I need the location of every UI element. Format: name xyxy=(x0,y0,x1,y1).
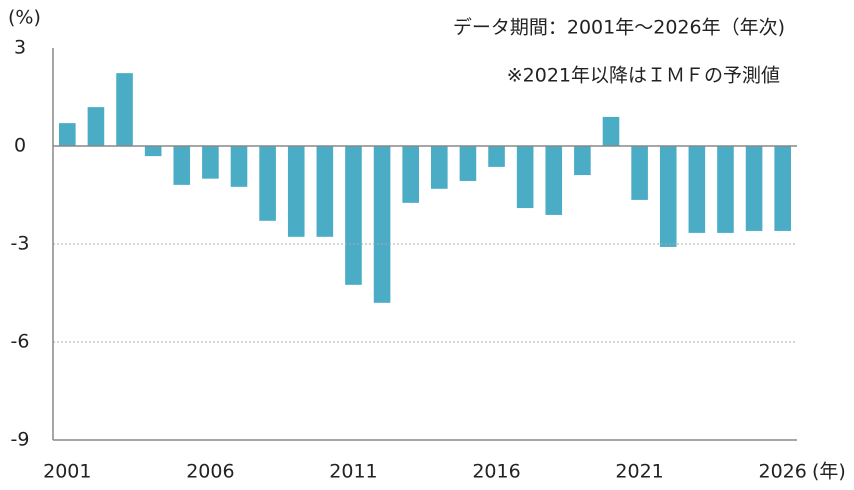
x-tick-label: 2006 xyxy=(186,461,234,483)
bar xyxy=(431,146,448,189)
annotation: ※2021年以降はＩＭＦの予測値 xyxy=(507,65,780,87)
bar xyxy=(574,146,591,176)
x-tick-label: 2001 xyxy=(43,461,91,483)
bar xyxy=(345,146,362,285)
bar xyxy=(631,146,648,200)
y-tick-label: 3 xyxy=(14,37,26,59)
x-axis-label: (年) xyxy=(812,461,846,483)
bar xyxy=(488,146,505,167)
x-tick-label: 2016 xyxy=(472,461,520,483)
bar xyxy=(688,146,706,233)
bar xyxy=(402,146,419,203)
bar xyxy=(602,116,620,146)
bar xyxy=(144,146,162,157)
bar xyxy=(745,146,763,231)
bar xyxy=(59,123,76,146)
y-tick-label: -3 xyxy=(11,233,30,255)
bar xyxy=(87,107,105,146)
bar xyxy=(173,146,191,185)
bar xyxy=(659,146,677,247)
bar xyxy=(774,146,791,231)
bar xyxy=(373,146,391,303)
y-tick-label: 0 xyxy=(14,135,26,157)
y-axis-label: (%) xyxy=(8,7,41,29)
bar xyxy=(116,73,133,146)
bar xyxy=(316,146,334,237)
x-tick-label: 2026 xyxy=(759,461,807,483)
bar xyxy=(230,146,248,187)
bar xyxy=(717,146,734,233)
y-tick-label: -9 xyxy=(11,429,30,451)
bar xyxy=(459,146,477,181)
bar xyxy=(259,146,276,221)
chart-subtitle: データ期間：2001年～2026年（年次) xyxy=(453,17,785,39)
bar xyxy=(516,146,534,209)
x-tick-label: 2021 xyxy=(615,461,663,483)
bar xyxy=(545,146,563,215)
y-tick-label: -6 xyxy=(11,331,30,353)
bar xyxy=(287,146,305,237)
x-tick-label: 2011 xyxy=(329,461,377,483)
bar xyxy=(202,146,219,179)
